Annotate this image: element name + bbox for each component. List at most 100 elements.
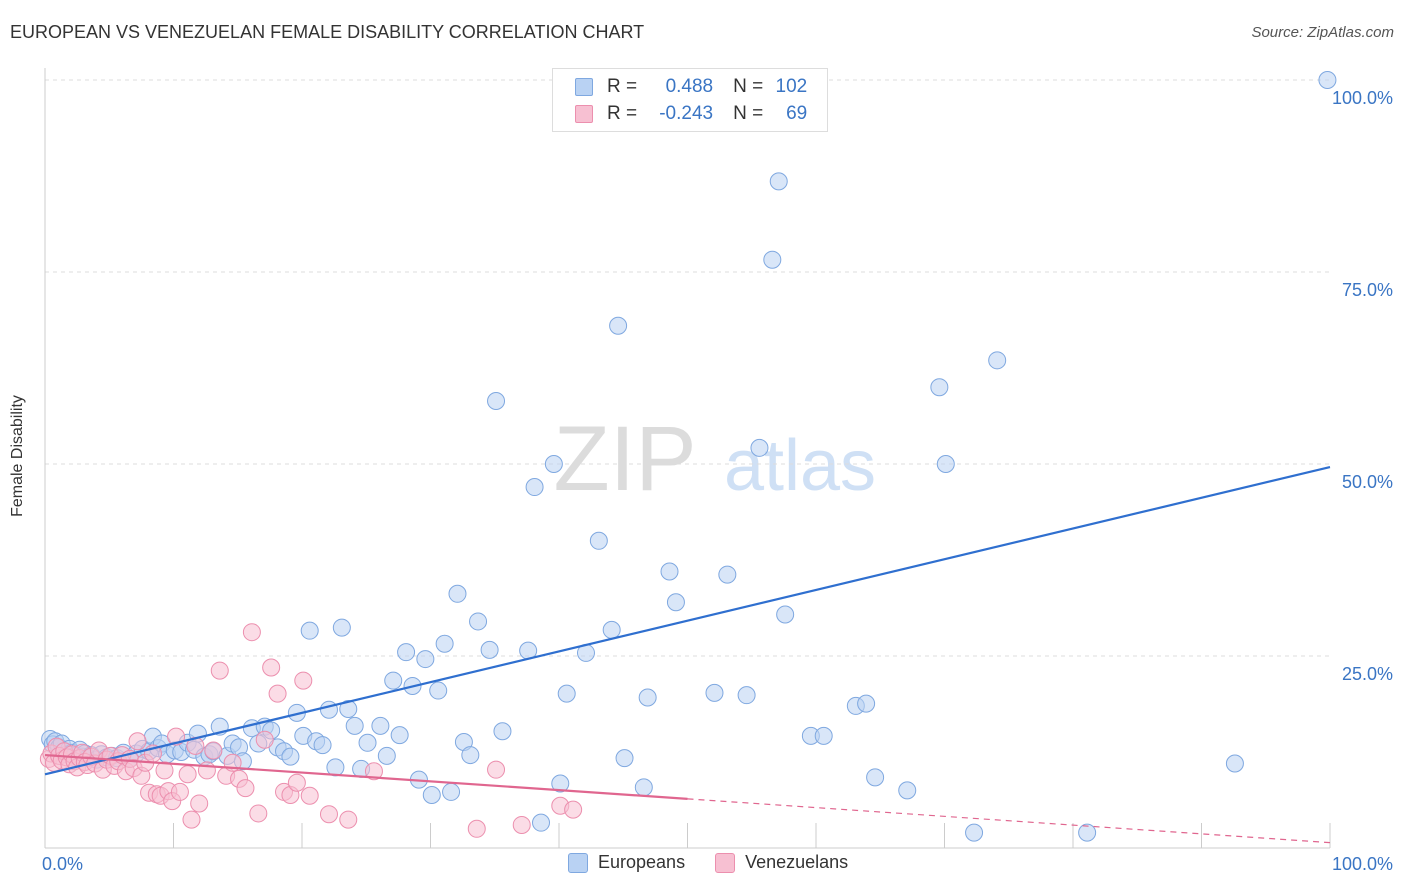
european-point — [384, 671, 403, 690]
data-points — [39, 71, 1337, 842]
european-point — [532, 813, 551, 832]
venezuelan-point — [204, 741, 223, 760]
y-tick-label: 50.0% — [1342, 472, 1393, 492]
r-value: -0.243 — [659, 103, 714, 124]
stats-row-venezuelans: R = -0.243 N = 69 — [575, 102, 807, 126]
series-legend: Europeans Venezuelans — [568, 852, 878, 873]
european-point — [461, 746, 480, 765]
stats-legend: R = 0.488 N = 102 R = -0.243 N = 69 — [552, 68, 828, 132]
trend-lines — [44, 466, 1331, 844]
european-point — [480, 640, 499, 659]
x-tick-label: 0.0% — [42, 854, 83, 874]
r-label: R = — [607, 76, 638, 97]
y-tick-label: 100.0% — [1332, 88, 1393, 108]
european-point — [281, 747, 300, 766]
venezuelan-point — [268, 684, 287, 703]
european-point — [814, 726, 833, 745]
european-point — [493, 722, 512, 741]
european-point — [769, 172, 788, 191]
european-point — [469, 612, 488, 631]
european-point — [487, 392, 506, 411]
european-point — [557, 684, 576, 703]
r-value: 0.488 — [665, 76, 714, 97]
venezuelan-point — [210, 661, 229, 680]
european-point — [448, 584, 467, 603]
european-point — [525, 478, 544, 497]
europeans-legend-swatch — [568, 852, 588, 873]
european-point — [319, 700, 338, 719]
venezuelan-point — [155, 761, 174, 780]
venezuelan-point — [564, 800, 583, 819]
venezuelan-point — [190, 794, 209, 813]
venezuelan-point — [197, 761, 216, 780]
european-point — [416, 650, 435, 669]
venezuelan-point — [487, 760, 506, 779]
legend-item-europeans[interactable]: Europeans — [568, 852, 685, 873]
european-point — [776, 605, 795, 624]
grid-lines — [45, 79, 1330, 657]
european-point — [763, 250, 782, 269]
venezuelans-trend-extension — [687, 798, 1331, 844]
venezuelan-point — [467, 819, 486, 838]
y-tick-label: 25.0% — [1342, 664, 1393, 684]
venezuelan-point — [242, 623, 261, 642]
stats-row-europeans: R = 0.488 N = 102 — [575, 75, 807, 99]
n-label: N = — [733, 76, 764, 97]
european-point — [660, 562, 679, 581]
watermark-zip: ZIP — [553, 408, 696, 510]
venezuelan-point — [236, 779, 255, 798]
european-point — [345, 716, 364, 735]
n-value: 69 — [786, 103, 808, 124]
venezuelan-point — [128, 732, 147, 751]
watermark-atlas: atlas — [724, 426, 876, 506]
legend-label: Europeans — [598, 852, 686, 872]
r-label: R = — [607, 103, 638, 124]
watermark: ZIP atlas — [553, 408, 876, 510]
venezuelan-point — [255, 730, 274, 749]
european-point — [339, 699, 358, 718]
legend-label: Venezuelans — [745, 852, 849, 872]
venezuelan-point — [262, 658, 281, 677]
tick-labels: 100.0% 75.0% 50.0% 25.0% 0.0% 100.0% — [42, 88, 1393, 874]
european-point — [965, 823, 984, 842]
european-point — [857, 694, 876, 713]
european-point — [551, 774, 570, 793]
venezuelan-point — [294, 671, 313, 690]
chart-title: EUROPEAN VS VENEZUELAN FEMALE DISABILITY… — [10, 22, 645, 42]
european-point — [397, 643, 416, 662]
venezuelan-point — [178, 765, 197, 784]
european-point — [358, 733, 377, 752]
european-point — [602, 620, 621, 639]
european-point — [371, 716, 390, 735]
y-tick-label: 75.0% — [1342, 280, 1393, 300]
legend-item-venezuelans[interactable]: Venezuelans — [715, 852, 848, 873]
venezuelan-point — [249, 804, 268, 823]
european-point — [666, 593, 685, 612]
venezuelan-point — [339, 810, 358, 829]
venezuelan-point — [170, 782, 189, 801]
european-point — [313, 736, 332, 755]
n-value: 102 — [775, 76, 808, 97]
european-point — [988, 351, 1007, 370]
european-point — [435, 634, 454, 653]
european-point — [1078, 823, 1097, 842]
european-point — [377, 746, 396, 765]
european-point — [718, 565, 737, 584]
axes — [44, 68, 1331, 849]
european-point — [442, 782, 461, 801]
european-point — [866, 768, 885, 787]
european-point — [705, 683, 724, 702]
european-point — [898, 781, 917, 800]
european-point — [750, 438, 769, 457]
european-point — [634, 778, 653, 797]
european-point — [609, 316, 628, 335]
european-point — [638, 688, 657, 707]
venezuelan-point — [287, 773, 306, 792]
european-point — [422, 786, 441, 805]
european-point — [615, 749, 634, 768]
europeans-trend-line — [44, 466, 1331, 776]
european-point — [544, 455, 563, 473]
venezuelans-swatch — [575, 105, 593, 123]
source-label: Source: ZipAtlas.com — [1251, 24, 1394, 41]
